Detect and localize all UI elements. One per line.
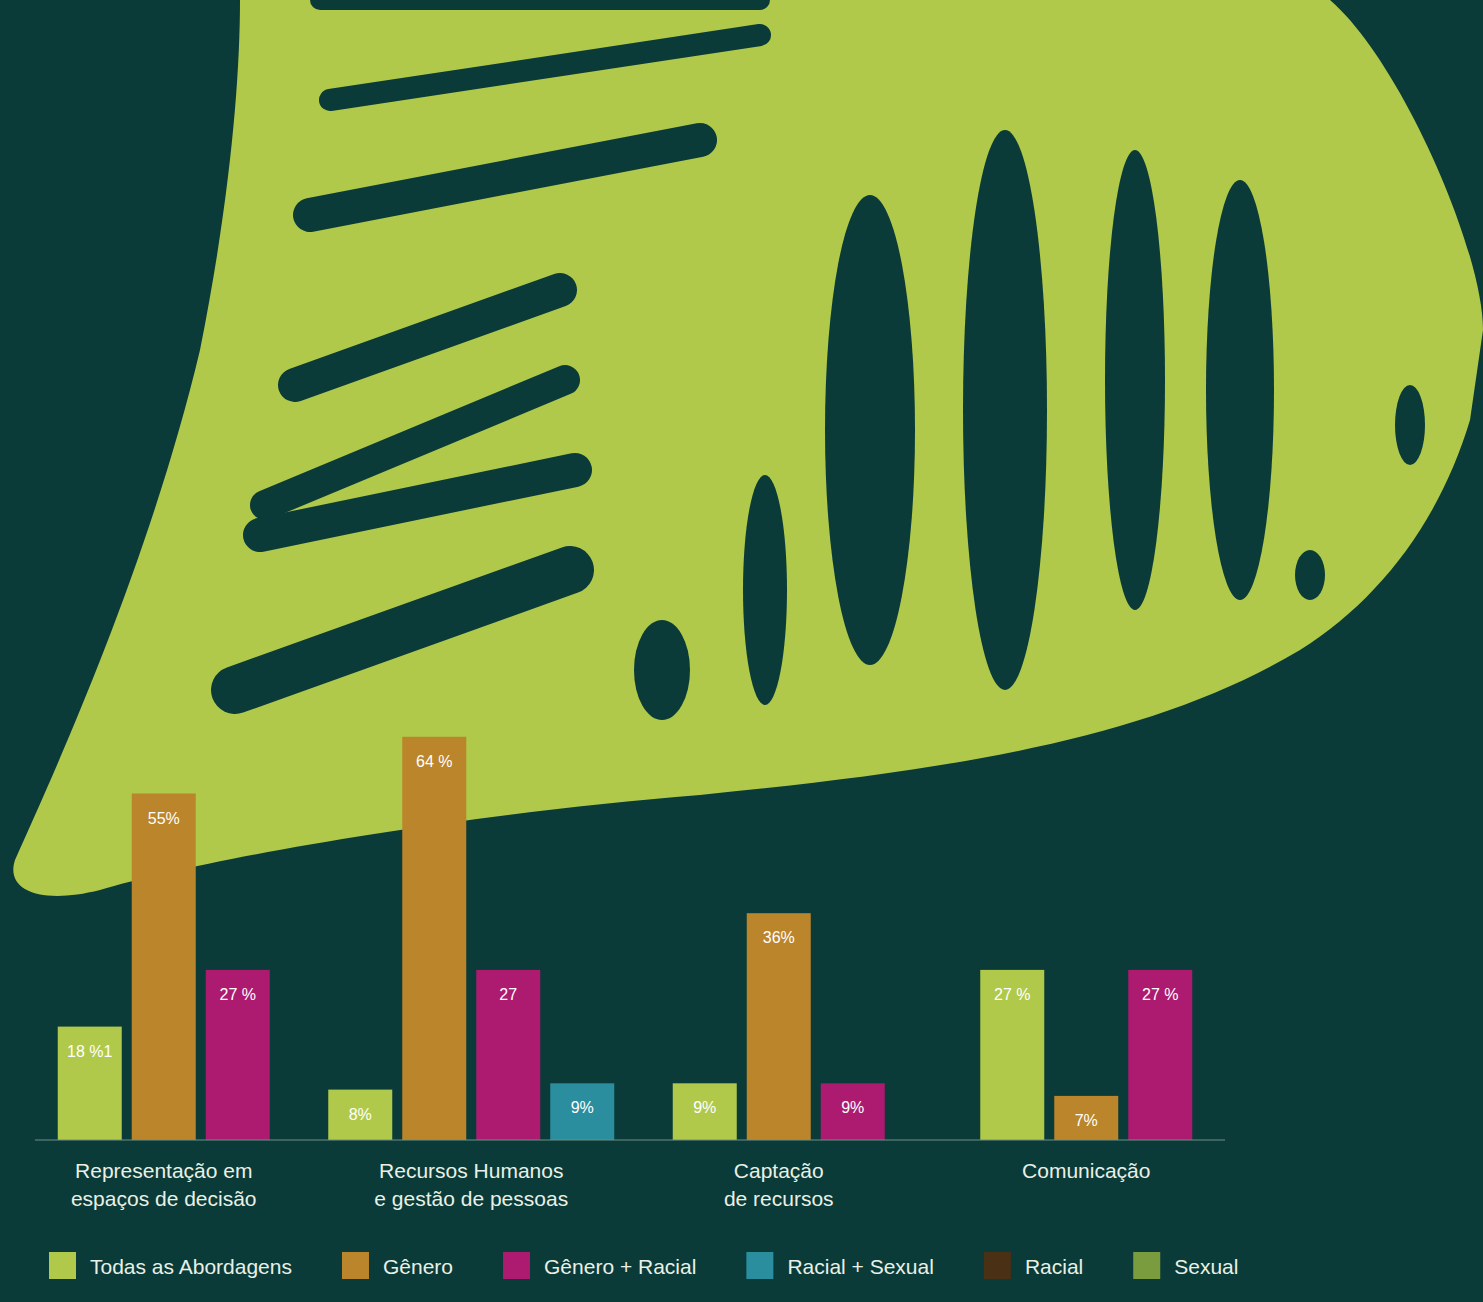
legend-swatch — [746, 1252, 773, 1279]
legend: Todas as Abordagens Gênero Gênero + Racial… — [49, 1252, 1238, 1279]
legend-swatch — [1133, 1252, 1160, 1279]
leaf-spot — [1295, 550, 1325, 600]
leaf-stroke — [330, 35, 760, 100]
legend-label: Gênero + Racial — [544, 1255, 696, 1278]
x-tick-label: Recursos Humanose gestão de pessoas — [374, 1159, 568, 1210]
leaf-spot — [963, 130, 1047, 690]
bar — [402, 737, 466, 1140]
bar — [206, 970, 270, 1140]
baseline — [35, 1140, 1225, 1141]
bar — [58, 1027, 122, 1140]
background — [0, 0, 1483, 1302]
data-labels: 18 %1 55% 27 % 8% 64 % 27 9% 9% 36% 9% 27 % 7% 27 % — [67, 753, 1178, 1129]
legend-item: Gênero + Racial — [503, 1252, 696, 1279]
legend-item: Todas as Abordagens — [49, 1252, 292, 1279]
leaf-spot — [825, 195, 915, 665]
leaf-spot — [1206, 180, 1274, 600]
legend-item: Gênero — [342, 1252, 453, 1279]
data-label: 36% — [763, 929, 795, 946]
data-label: 9% — [571, 1099, 594, 1116]
data-label: 27 % — [1142, 986, 1178, 1003]
leaf-spot — [1395, 385, 1425, 465]
bar — [980, 970, 1044, 1140]
legend-label: Gênero — [383, 1255, 453, 1278]
bar — [476, 970, 540, 1140]
bar — [821, 1083, 885, 1140]
legend-label: Todas as Abordagens — [90, 1255, 292, 1278]
decoration — [13, 0, 1483, 896]
leaf-shape — [13, 0, 1483, 896]
chart: 18 %1 55% 27 % 8% 64 % 27 9% 9% 36% 9% 27 % 7% 27 % R… — [0, 0, 1483, 1302]
legend-swatch — [503, 1252, 530, 1279]
leaf-spot — [743, 475, 787, 705]
legend-label: Sexual — [1174, 1255, 1238, 1278]
bar — [550, 1083, 614, 1140]
leaf-spot — [634, 620, 690, 720]
legend-label: Racial — [1025, 1255, 1083, 1278]
bar — [328, 1090, 392, 1140]
legend-swatch — [49, 1252, 76, 1279]
legend-item: Racial + Sexual — [746, 1252, 934, 1279]
legend-label: Racial + Sexual — [787, 1255, 934, 1278]
legend-swatch — [342, 1252, 369, 1279]
data-label: 8% — [349, 1106, 372, 1123]
leaf-stroke — [320, 0, 760, 10]
x-axis: Representação emespaços de decisão Recurs… — [35, 1140, 1225, 1210]
data-label: 9% — [693, 1099, 716, 1116]
bar — [1054, 1096, 1118, 1140]
x-tick-label: Captaçãode recursos — [724, 1159, 834, 1210]
data-label: 27 % — [994, 986, 1030, 1003]
leaf-stroke — [310, 140, 700, 215]
legend-item: Racial — [984, 1252, 1083, 1279]
bar — [132, 794, 196, 1141]
data-label: 27 % — [220, 986, 256, 1003]
leaf-spot — [1105, 150, 1165, 610]
legend-swatch — [984, 1252, 1011, 1279]
x-tick-label: Comunicação — [1022, 1159, 1150, 1182]
leaf-stroke — [260, 470, 575, 535]
bar — [747, 913, 811, 1140]
data-label: 27 — [499, 986, 517, 1003]
bars — [58, 737, 1193, 1140]
leaf-stroke — [295, 290, 560, 385]
legend-item: Sexual — [1133, 1252, 1238, 1279]
data-label: 18 %1 — [67, 1043, 112, 1060]
data-label: 64 % — [416, 753, 452, 770]
bar — [673, 1083, 737, 1140]
data-label: 9% — [841, 1099, 864, 1116]
x-tick-label: Representação emespaços de decisão — [71, 1159, 257, 1210]
leaf-stroke — [235, 570, 570, 690]
data-label: 55% — [148, 810, 180, 827]
bar — [1128, 970, 1192, 1140]
data-label: 7% — [1075, 1112, 1098, 1129]
